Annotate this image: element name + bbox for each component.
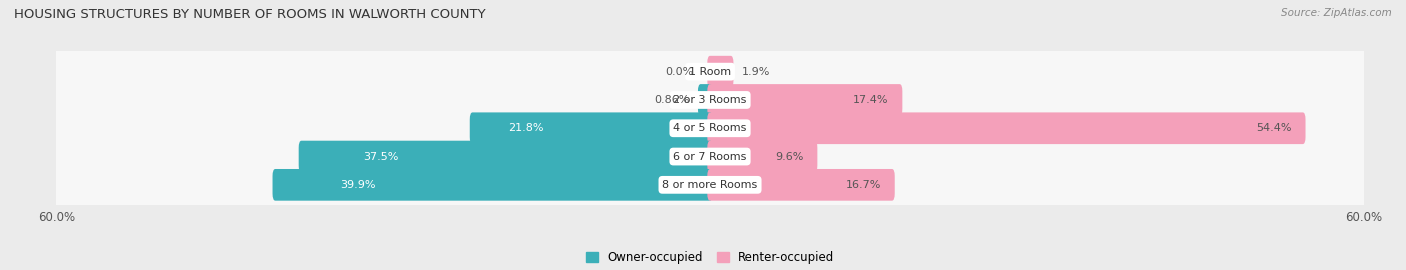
FancyBboxPatch shape [48,90,1372,166]
FancyBboxPatch shape [707,112,1306,144]
Text: 39.9%: 39.9% [340,180,375,190]
Text: HOUSING STRUCTURES BY NUMBER OF ROOMS IN WALWORTH COUNTY: HOUSING STRUCTURES BY NUMBER OF ROOMS IN… [14,8,485,21]
Text: 1.9%: 1.9% [741,67,770,77]
FancyBboxPatch shape [470,112,713,144]
Legend: Owner-occupied, Renter-occupied: Owner-occupied, Renter-occupied [586,251,834,264]
Text: 0.0%: 0.0% [665,67,693,77]
FancyBboxPatch shape [298,141,713,172]
Text: 17.4%: 17.4% [853,95,889,105]
Text: 21.8%: 21.8% [508,123,544,133]
Text: 0.86%: 0.86% [654,95,690,105]
Text: 2 or 3 Rooms: 2 or 3 Rooms [673,95,747,105]
Text: 6 or 7 Rooms: 6 or 7 Rooms [673,151,747,161]
FancyBboxPatch shape [48,62,1372,138]
Text: Source: ZipAtlas.com: Source: ZipAtlas.com [1281,8,1392,18]
FancyBboxPatch shape [48,33,1372,110]
Text: 54.4%: 54.4% [1257,123,1292,133]
FancyBboxPatch shape [273,169,713,201]
FancyBboxPatch shape [48,147,1372,223]
Text: 9.6%: 9.6% [775,151,804,161]
Text: 4 or 5 Rooms: 4 or 5 Rooms [673,123,747,133]
FancyBboxPatch shape [707,56,734,87]
Text: 16.7%: 16.7% [846,180,882,190]
FancyBboxPatch shape [707,141,817,172]
Text: 8 or more Rooms: 8 or more Rooms [662,180,758,190]
Text: 1 Room: 1 Room [689,67,731,77]
FancyBboxPatch shape [707,84,903,116]
FancyBboxPatch shape [697,84,713,116]
Text: 37.5%: 37.5% [363,151,398,161]
FancyBboxPatch shape [48,119,1372,195]
FancyBboxPatch shape [707,169,894,201]
